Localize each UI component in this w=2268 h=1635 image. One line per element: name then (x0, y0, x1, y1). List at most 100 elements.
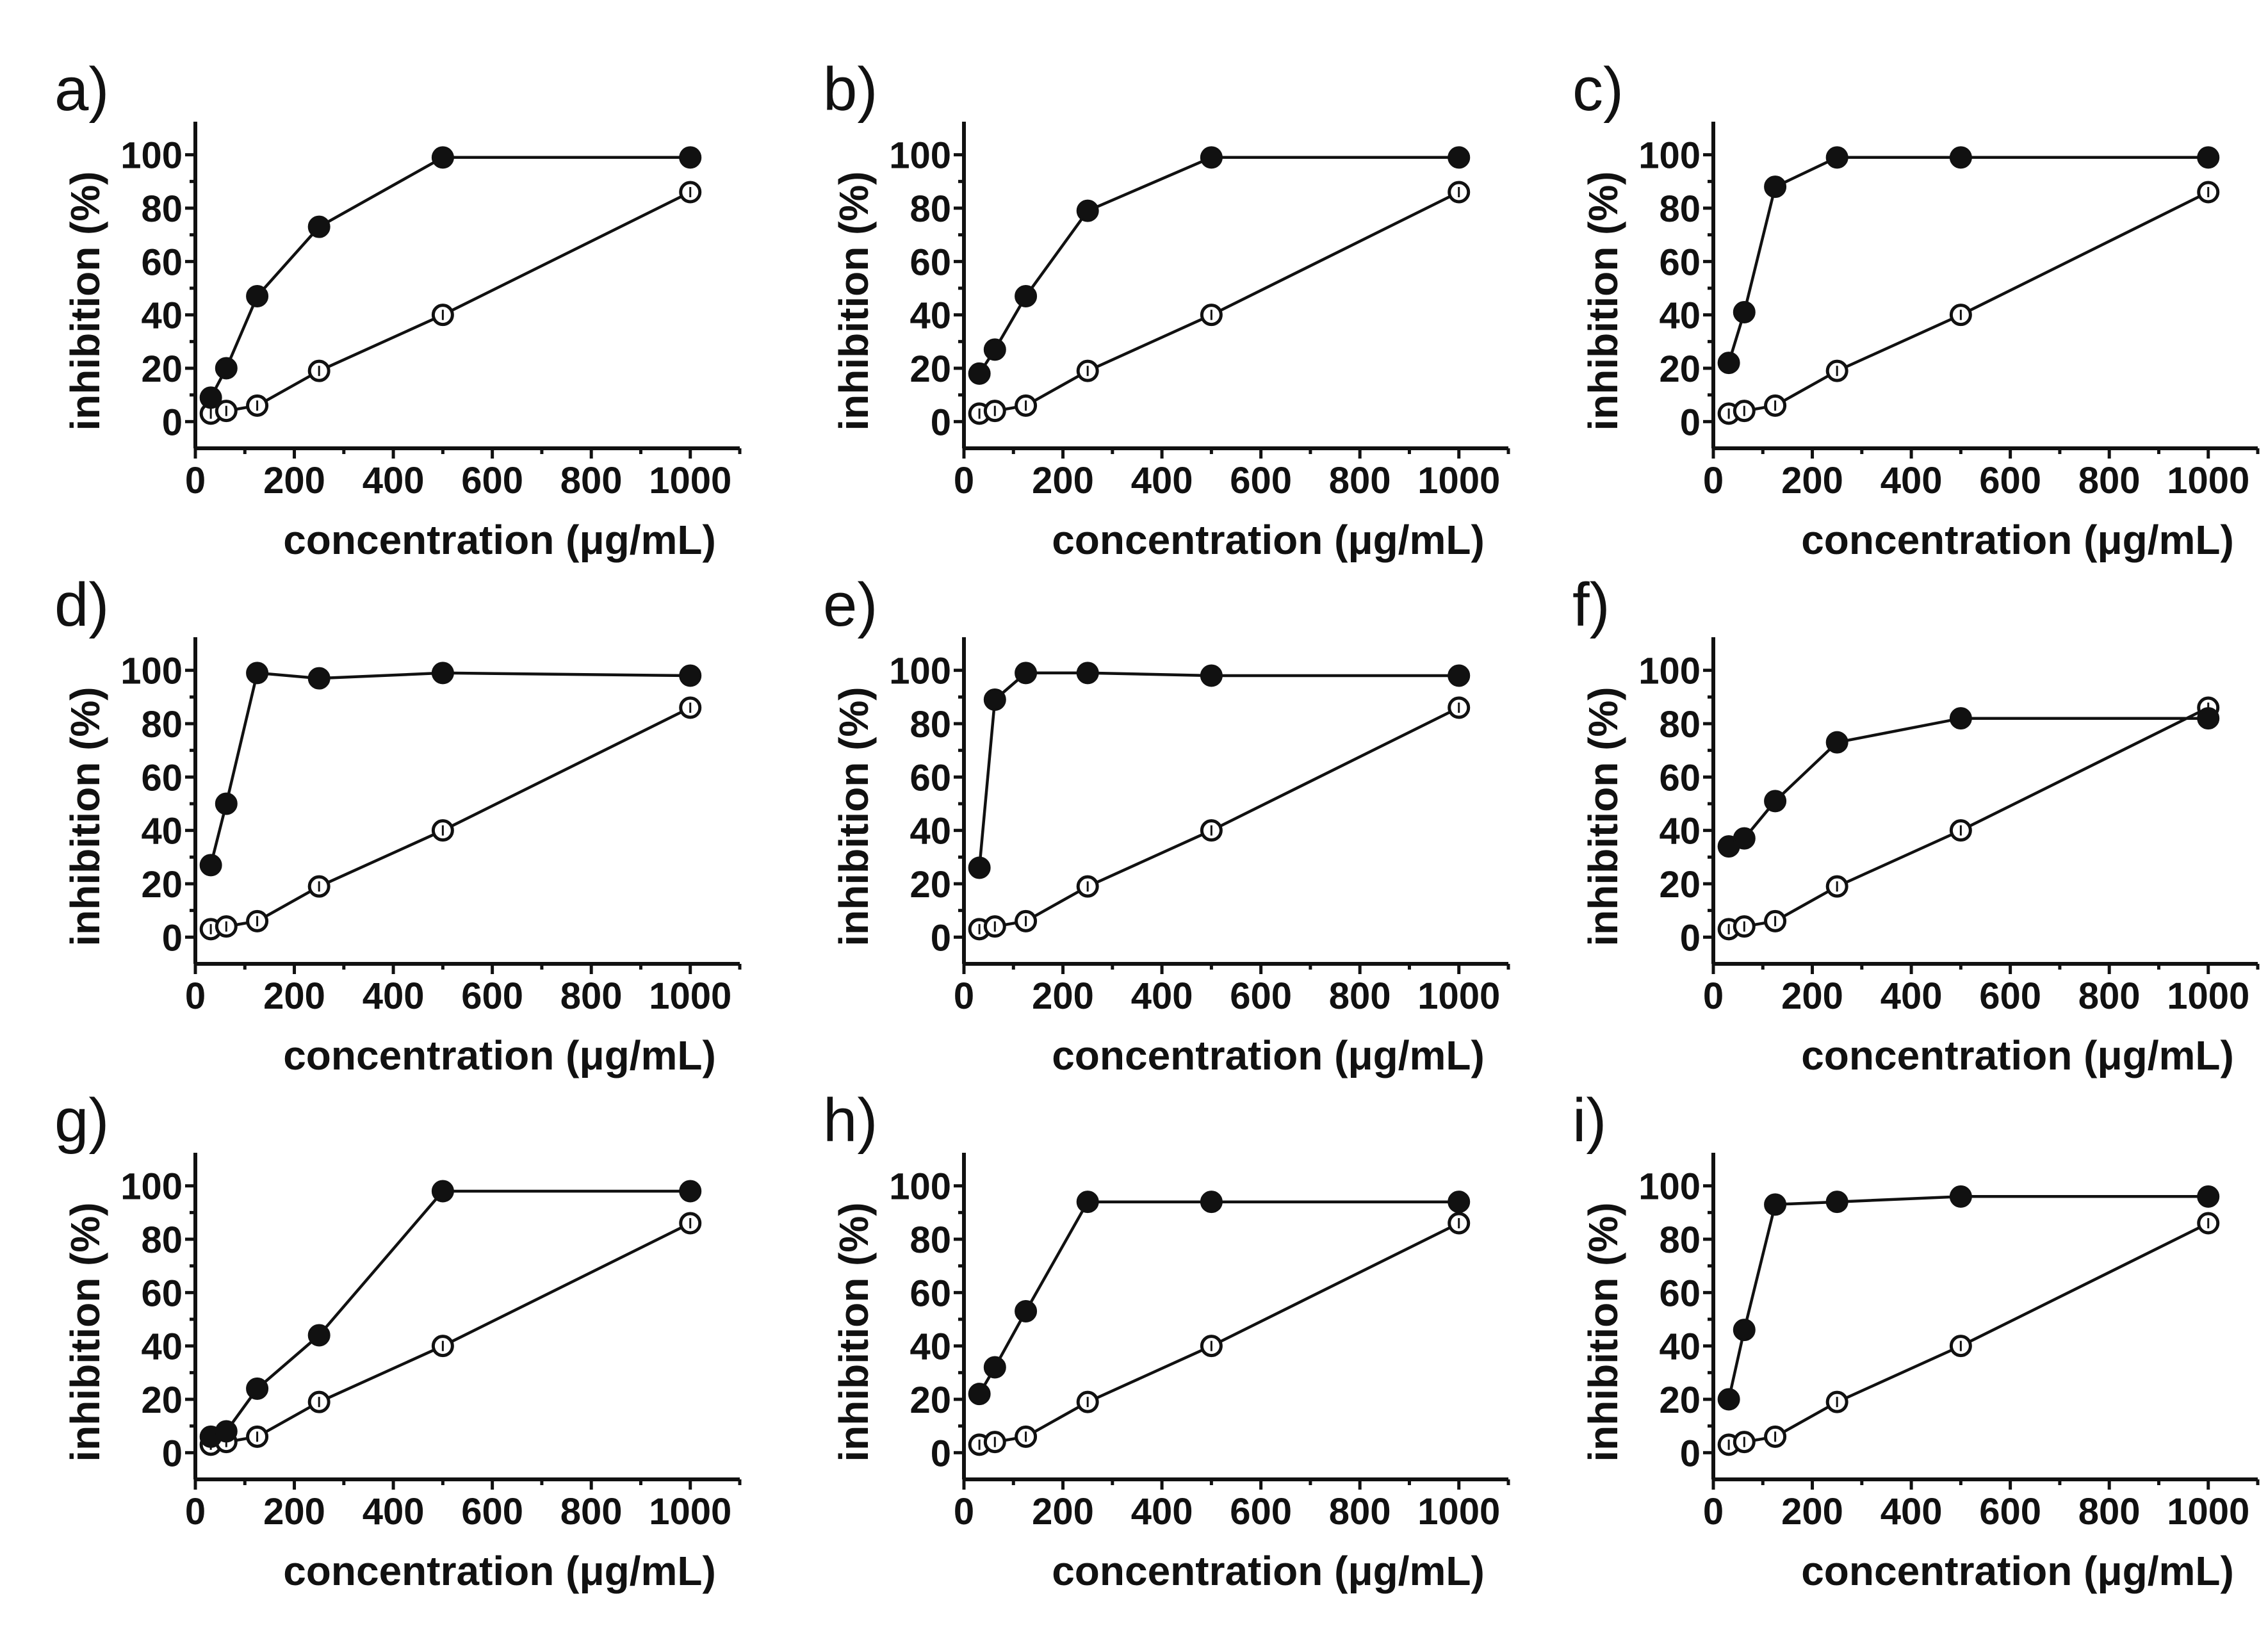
y-tick-label: 80 (910, 188, 951, 230)
x-tick-label: 1000 (649, 460, 731, 501)
y-tick-label: 80 (1659, 704, 1701, 745)
x-tick-label: 1000 (1417, 1491, 1500, 1533)
data-point-filled (431, 1180, 454, 1203)
data-point-filled (2197, 1185, 2220, 1208)
x-tick-label: 0 (1703, 460, 1724, 501)
panel-label: i) (1572, 1086, 1606, 1155)
y-tick-label: 60 (910, 1273, 951, 1314)
panel-label: h) (823, 1086, 877, 1155)
x-tick-label: 600 (1979, 975, 2041, 1017)
panel-label: a) (54, 55, 109, 124)
y-tick-label: 0 (1680, 917, 1701, 959)
x-tick-label: 800 (560, 975, 623, 1017)
y-tick-label: 40 (1659, 811, 1701, 852)
data-point-filled (215, 357, 238, 380)
x-tick-label: 400 (1131, 460, 1193, 501)
x-tick-label: 600 (1230, 460, 1292, 501)
y-tick-label: 20 (910, 864, 951, 906)
y-tick-label: 40 (141, 1326, 183, 1368)
y-tick-label: 100 (120, 1166, 183, 1208)
x-tick-label: 400 (363, 1491, 425, 1533)
y-tick-label: 20 (141, 1379, 183, 1421)
data-point-filled (679, 146, 702, 169)
x-tick-label: 800 (560, 460, 623, 501)
data-point-filled (1764, 790, 1787, 813)
y-tick-label: 60 (141, 1273, 183, 1314)
data-point-filled (431, 662, 454, 685)
y-axis-title: inhibition (%) (62, 171, 108, 430)
y-tick-label: 0 (931, 917, 951, 959)
y-tick-label: 40 (1659, 1326, 1701, 1368)
x-axis-title: concentration (μg/mL) (283, 1548, 716, 1594)
x-tick-label: 400 (1131, 975, 1193, 1017)
data-point-filled (215, 1420, 238, 1443)
data-point-filled (1825, 146, 1848, 169)
panel-label: f) (1572, 571, 1610, 639)
data-point-filled (246, 662, 269, 685)
data-point-filled (1200, 1191, 1223, 1214)
y-tick-label: 80 (1659, 188, 1701, 230)
data-point-filled (1949, 146, 1972, 169)
x-tick-label: 600 (1230, 975, 1292, 1017)
x-tick-label: 1000 (649, 975, 731, 1017)
data-point-filled (1076, 1191, 1099, 1214)
y-axis-title: inhibition (%) (831, 171, 877, 430)
x-tick-label: 800 (2078, 975, 2141, 1017)
x-tick-label: 800 (2078, 460, 2141, 501)
y-tick-label: 100 (1638, 135, 1701, 177)
y-axis-title: inhibition (%) (62, 687, 108, 946)
data-point-filled (1825, 731, 1848, 754)
y-tick-label: 60 (910, 241, 951, 283)
data-point-filled (307, 667, 330, 690)
series-line-open (1728, 1221, 2209, 1447)
y-tick-label: 40 (910, 811, 951, 852)
series-line-filled (978, 156, 1459, 375)
x-tick-label: 1000 (1417, 460, 1500, 501)
data-point-filled (1448, 1191, 1471, 1214)
x-tick-label: 400 (1880, 975, 1943, 1017)
panel-label: d) (54, 571, 109, 639)
data-point-filled (1076, 199, 1099, 222)
x-tick-label: 0 (954, 975, 974, 1017)
y-axis-title: inhibition (%) (831, 687, 877, 946)
y-axis-title: inhibition (%) (1580, 171, 1626, 430)
y-tick-label: 100 (120, 651, 183, 692)
x-tick-label: 400 (363, 975, 425, 1017)
y-tick-label: 40 (141, 811, 183, 852)
series-line-open (210, 190, 691, 416)
y-tick-label: 100 (1638, 651, 1701, 692)
x-tick-label: 400 (363, 460, 425, 501)
y-tick-label: 20 (141, 348, 183, 390)
data-point-filled (968, 362, 991, 385)
y-tick-label: 0 (1680, 1433, 1701, 1474)
x-tick-label: 800 (2078, 1491, 2141, 1533)
y-tick-label: 0 (931, 402, 951, 443)
x-tick-label: 0 (954, 460, 974, 501)
x-axis-title: concentration (μg/mL) (283, 1032, 716, 1078)
series-line-open (979, 190, 1460, 416)
x-tick-label: 1000 (1417, 975, 1500, 1017)
data-point-filled (983, 1356, 1006, 1379)
x-tick-label: 0 (954, 1491, 974, 1533)
y-tick-label: 60 (1659, 1273, 1701, 1314)
data-point-filled (1825, 1191, 1848, 1214)
x-axis-title: concentration (μg/mL) (283, 517, 716, 563)
panel-label: c) (1572, 55, 1624, 124)
data-point-filled (679, 1180, 702, 1203)
data-point-filled (1015, 1300, 1038, 1322)
y-tick-label: 60 (910, 757, 951, 799)
data-point-filled (246, 285, 269, 307)
data-point-filled (983, 338, 1006, 361)
y-tick-label: 100 (889, 135, 951, 177)
y-tick-label: 60 (1659, 757, 1701, 799)
x-axis-title: concentration (μg/mL) (1052, 1548, 1485, 1594)
series-line-filled (977, 671, 1459, 868)
x-tick-label: 600 (461, 975, 523, 1017)
y-tick-label: 0 (162, 1433, 183, 1474)
data-point-filled (307, 1324, 330, 1347)
data-point-filled (968, 1383, 991, 1406)
y-tick-label: 40 (1659, 295, 1701, 337)
x-tick-label: 200 (1781, 975, 1843, 1017)
